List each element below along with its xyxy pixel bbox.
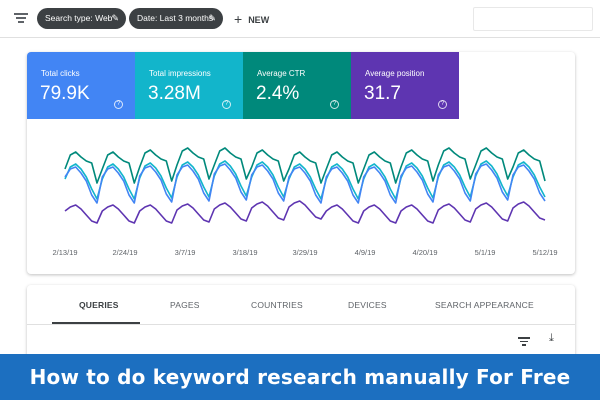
performance-chart: 2/13/19 2/24/19 3/7/19 3/18/19 3/29/19 4/9/19… [52, 147, 558, 257]
metric-total-impressions[interactable]: Total impressions 3.28M ? [135, 52, 243, 119]
x-tick-label: 4/9/19 [355, 248, 376, 257]
x-tick-label: 3/29/19 [292, 248, 317, 257]
chart-lines [64, 147, 546, 224]
pencil-icon[interactable]: ✎ [111, 13, 119, 23]
metric-value: 2.4% [256, 83, 300, 104]
table-tabs-card: QUERIES PAGES COUNTRIES DEVICES SEARCH A… [27, 285, 575, 360]
active-tab-indicator [52, 322, 140, 324]
filter-icon[interactable] [518, 335, 530, 346]
help-icon[interactable]: ? [330, 100, 339, 109]
x-tick-label: 5/1/19 [475, 248, 496, 257]
metric-label: Average position [365, 69, 425, 78]
filter-bar: Search type: Web ✎ Date: Last 3 months ✎… [0, 0, 600, 38]
x-tick-label: 2/24/19 [112, 248, 137, 257]
chip-search-type[interactable]: Search type: Web ✎ [37, 8, 126, 29]
x-tick-label: 3/7/19 [175, 248, 196, 257]
metric-value: 3.28M [148, 83, 201, 104]
new-filter-button[interactable]: + NEW [234, 9, 269, 29]
x-tick-label: 3/18/19 [232, 248, 257, 257]
tab-pages[interactable]: PAGES [170, 300, 200, 310]
chip-search-type-label: Search type: Web [45, 13, 113, 23]
chart-x-axis: 2/13/19 2/24/19 3/7/19 3/18/19 3/29/19 4/9/19… [52, 248, 557, 257]
metric-average-ctr[interactable]: Average CTR 2.4% ? [243, 52, 351, 119]
tab-countries[interactable]: COUNTRIES [251, 300, 303, 310]
metric-label: Average CTR [257, 69, 306, 78]
performance-card: Total clicks 79.9K ? Total impressions 3… [27, 52, 575, 274]
metric-label: Total impressions [149, 69, 211, 78]
filter-icon[interactable] [14, 11, 28, 25]
chart-series-line-1 [64, 160, 546, 200]
help-icon[interactable]: ? [222, 100, 231, 109]
download-icon[interactable]: ⤓ [549, 332, 554, 344]
help-icon[interactable]: ? [114, 100, 123, 109]
chart-series-line-2 [64, 163, 546, 204]
x-tick-label: 4/20/19 [412, 248, 437, 257]
metric-total-clicks[interactable]: Total clicks 79.9K ? [27, 52, 135, 119]
chart-series-line-0 [64, 147, 546, 184]
metric-average-position[interactable]: Average position 31.7 ? [351, 52, 459, 119]
chart-series-line-3 [64, 200, 546, 224]
metric-value: 79.9K [40, 83, 90, 104]
metric-label: Total clicks [41, 69, 80, 78]
chip-date-range[interactable]: Date: Last 3 months ✎ [129, 8, 223, 29]
tab-queries[interactable]: QUERIES [79, 300, 119, 310]
metric-value: 31.7 [364, 83, 401, 104]
search-box[interactable] [473, 7, 593, 31]
tab-search-appearance[interactable]: SEARCH APPEARANCE [435, 300, 534, 310]
x-tick-label: 5/12/19 [532, 248, 557, 257]
help-icon[interactable]: ? [438, 100, 447, 109]
divider [27, 324, 575, 325]
plus-icon: + [234, 11, 243, 27]
title-banner: How to do keyword research manually For … [0, 354, 600, 400]
chip-date-label: Date: Last 3 months [137, 13, 214, 23]
tab-devices[interactable]: DEVICES [348, 300, 387, 310]
x-tick-label: 2/13/19 [52, 248, 77, 257]
pencil-icon[interactable]: ✎ [208, 13, 216, 23]
new-label: NEW [248, 15, 270, 25]
